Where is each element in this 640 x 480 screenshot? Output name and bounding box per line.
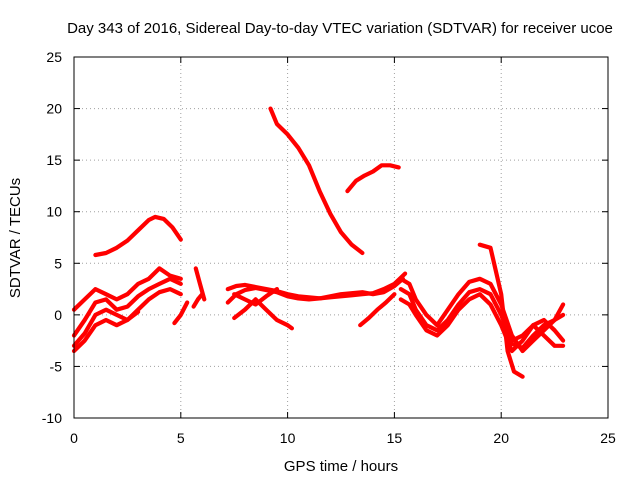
y-tick-label: 15: [46, 152, 62, 168]
x-tick-label: 25: [600, 430, 616, 446]
series-arc-a2: [71, 276, 183, 338]
series-arc-d1: [398, 276, 566, 354]
x-axis-label: GPS time / hours: [284, 458, 398, 475]
series-arc-d2: [398, 287, 566, 350]
y-tick-label: 0: [54, 307, 62, 323]
series-arc-d5: [509, 323, 566, 348]
series-arc-upper-hump: [93, 214, 183, 258]
series-arc-c4: [232, 287, 279, 307]
grid-lines: [74, 57, 608, 418]
series-arc-upper-right: [345, 163, 401, 194]
y-tick-label: -5: [50, 358, 63, 374]
x-tick-label: 0: [70, 430, 78, 446]
y-tick-label: 20: [46, 101, 62, 117]
series-arc-a4: [71, 309, 141, 354]
series-arc-descending-long: [268, 106, 365, 256]
x-tick-label: 5: [177, 430, 185, 446]
x-tick-label: 15: [387, 430, 403, 446]
chart-title: Day 343 of 2016, Sidereal Day-to-day VTE…: [67, 20, 613, 37]
x-tick-label: 20: [493, 430, 509, 446]
x-tick-labels: 0 5 10 15 20 25: [70, 430, 616, 446]
series-arc-d4: [477, 242, 525, 379]
y-tick-label: -10: [42, 410, 62, 426]
series-arc-d3: [398, 292, 566, 354]
tick-marks: [73, 56, 609, 419]
data-series: [71, 106, 566, 379]
series-arc-a1: [71, 266, 183, 312]
y-tick-label: 10: [46, 204, 62, 220]
series-seg-b3: [191, 292, 205, 309]
series-seg-b1: [172, 300, 190, 326]
x-tick-label: 10: [280, 430, 296, 446]
plot-frame: [73, 56, 609, 419]
y-tick-label: 5: [54, 255, 62, 271]
y-axis-label: SDTVAR / TECUs: [7, 178, 24, 298]
series-arc-c2: [225, 276, 405, 301]
y-tick-label: 25: [46, 49, 62, 65]
y-tick-labels: -10 -5 0 5 10 15 20 25: [42, 49, 62, 426]
series-seg-c5: [358, 292, 397, 328]
series-arc-c3: [232, 297, 294, 331]
